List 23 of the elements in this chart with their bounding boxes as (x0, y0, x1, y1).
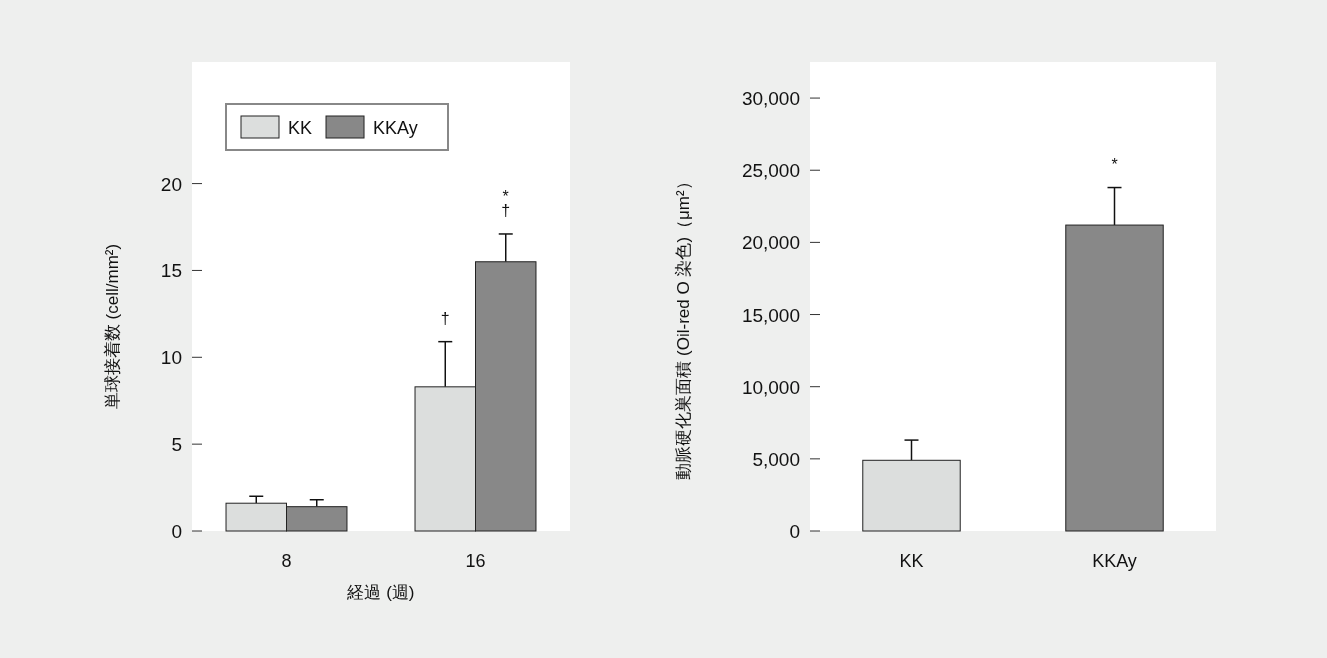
y-tick-label: 10 (160, 347, 182, 369)
x-tick-label: KK (899, 551, 924, 571)
annotation: * (1111, 155, 1118, 173)
legend-label: KKAy (373, 118, 418, 138)
y-tick-label: 20,000 (741, 232, 800, 254)
legend-label: KK (288, 118, 313, 138)
y-axis-title: 動脈硬化巣面積 (Oil-red O 染色)（μm²） (674, 173, 693, 480)
y-tick-label: 20 (160, 173, 182, 195)
y-tick-label: 0 (171, 521, 182, 542)
y-tick-label: 15 (160, 260, 182, 282)
y-tick-label: 25,000 (741, 160, 800, 182)
y-axis-title: 単球接着数 (cell/mm²) (103, 243, 122, 410)
y-tick-label: 0 (789, 521, 800, 542)
x-tick-label: 8 (281, 551, 292, 571)
y-tick-label: 5 (171, 434, 182, 456)
annotation: † (440, 309, 450, 327)
x-tick-label: KKAy (1092, 551, 1137, 571)
y-tick-label: 5,000 (752, 448, 800, 470)
y-tick-label: 15,000 (741, 304, 800, 326)
y-tick-label: 30,000 (741, 88, 800, 110)
x-axis-title: 経過 (週) (346, 583, 415, 602)
x-tick-label: 16 (465, 551, 486, 571)
y-tick-label: 10,000 (741, 376, 800, 398)
